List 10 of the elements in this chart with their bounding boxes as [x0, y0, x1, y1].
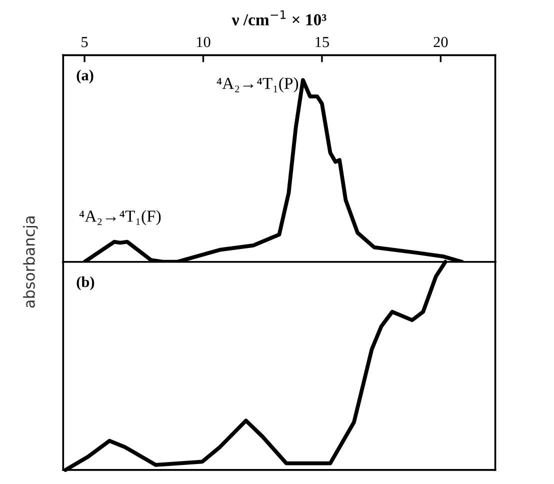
x-tick-label: 15	[316, 36, 329, 48]
x-tick-label: 10	[196, 36, 210, 48]
x-tick-label: 20	[434, 36, 448, 48]
x-tick-label: 5	[82, 37, 88, 48]
annotation: (a)	[76, 70, 94, 84]
annotation: ⁴A₂→⁴T₁(F)	[79, 210, 161, 226]
y-axis-title: absorbancja	[23, 216, 38, 308]
annotation: (b)	[76, 276, 94, 290]
x-axis-title: ν /cm$^{−1}$ × 10³	[232, 10, 326, 26]
annotation: ⁴A₂→⁴T₁(P)	[216, 77, 298, 92]
